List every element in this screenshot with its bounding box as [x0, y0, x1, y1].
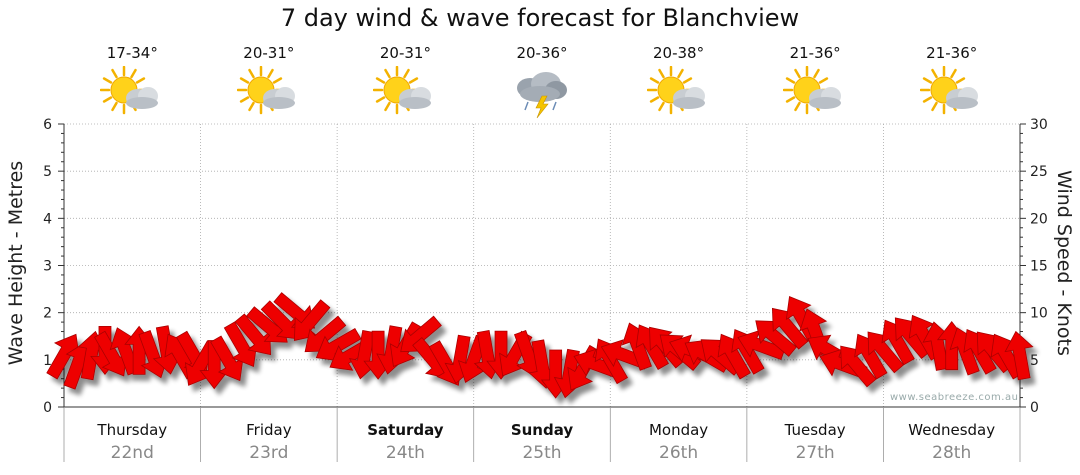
day-name: Saturday [367, 421, 444, 439]
day-date: 27th [795, 443, 835, 463]
right-tick-label: 0 [1030, 400, 1039, 416]
right-tick-label: 30 [1030, 117, 1048, 133]
day-name: Friday [246, 421, 292, 439]
partly-cloudy-icon [100, 65, 164, 122]
left-tick-label: 4 [43, 211, 52, 227]
day-date: 26th [659, 443, 699, 463]
wind-arrow [1004, 330, 1034, 381]
day-temperature: 20-31° [379, 44, 431, 62]
wind-arrow [46, 333, 80, 380]
day-temperature: 20-31° [243, 44, 295, 62]
wind-arrow [260, 300, 300, 340]
wind-arrow [717, 333, 751, 380]
day-name: Monday [648, 421, 709, 439]
day-date: 24th [385, 443, 425, 463]
day-temperature: 21-36° [789, 44, 841, 62]
partly-cloudy-icon [373, 65, 437, 122]
wind-arrow [867, 331, 905, 374]
day-date: 25th [522, 443, 562, 463]
day-name: Tuesday [784, 421, 846, 439]
left-tick-label: 5 [43, 164, 52, 180]
wind-arrow [771, 307, 809, 350]
day-date: 22nd [110, 443, 154, 463]
day-date: 23rd [249, 443, 289, 463]
day-temperature: 17-34° [106, 44, 158, 62]
day-temperature: 20-38° [653, 44, 705, 62]
left-tick-label: 0 [43, 400, 52, 416]
day-temperature: 21-36° [926, 44, 978, 62]
day-name: Sunday [510, 421, 574, 439]
left-tick-label: 2 [43, 306, 52, 322]
day-name: Thursday [97, 421, 168, 439]
wind-arrow [840, 345, 877, 388]
left-tick-label: 1 [43, 353, 52, 369]
day-date: 28th [932, 443, 972, 463]
partly-cloudy-icon [646, 65, 711, 122]
left-tick-label: 6 [43, 117, 52, 133]
wind-arrow-group [46, 292, 1034, 399]
partly-cloudy-icon [919, 65, 984, 122]
left-tick-label: 3 [43, 259, 52, 275]
chart-title: 7 day wind & wave forecast for Blanchvie… [280, 4, 800, 32]
y-axis-label-right: Wind Speed - Knots [1053, 170, 1075, 356]
day-temperature: 20-36° [516, 44, 568, 62]
wind-arrow [210, 335, 244, 382]
right-tick-label: 20 [1030, 211, 1048, 227]
right-tick-label: 25 [1030, 164, 1048, 180]
y-axis-label-left: Wave Height - Metres [5, 160, 27, 366]
right-tick-label: 15 [1030, 259, 1048, 275]
credit-watermark: www.seabreeze.com.au [890, 392, 1019, 403]
day-name: Wednesday [908, 421, 996, 439]
thunderstorm-icon [510, 66, 574, 122]
right-tick-label: 5 [1030, 353, 1039, 369]
wind-arrow [755, 320, 797, 357]
wind-arrow [234, 313, 272, 356]
partly-cloudy-icon [236, 65, 301, 122]
right-tick-label: 10 [1030, 306, 1048, 322]
partly-cloudy-icon [782, 65, 847, 122]
